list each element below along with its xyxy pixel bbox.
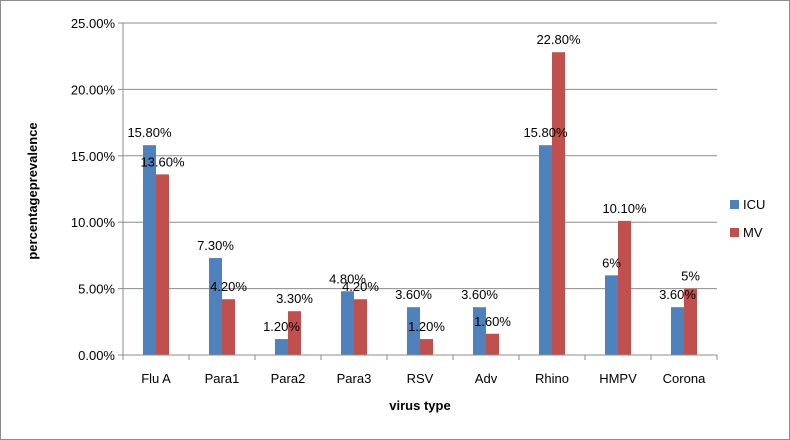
bar-mv xyxy=(156,174,169,355)
legend: ICU MV xyxy=(730,197,765,240)
bar-icu xyxy=(209,258,222,355)
data-label-icu: 6% xyxy=(602,255,621,270)
x-tick-label: Flu A xyxy=(141,371,171,386)
data-label-mv: 10.10% xyxy=(602,201,647,216)
data-label-icu: 3.60% xyxy=(659,287,696,302)
legend-swatch-mv xyxy=(730,228,739,237)
data-label-mv: 1.60% xyxy=(474,314,511,329)
legend-swatch-icu xyxy=(730,200,739,209)
legend-label-mv: MV xyxy=(743,225,763,240)
data-label-mv: 22.80% xyxy=(536,32,581,47)
bars xyxy=(143,52,697,355)
data-label-icu: 15.80% xyxy=(523,125,568,140)
axes xyxy=(118,22,718,360)
y-axis-title: percentageprevalence xyxy=(25,122,40,259)
bar-mv xyxy=(486,333,499,355)
bar-mv xyxy=(288,311,301,355)
bar-mv xyxy=(684,288,697,355)
x-tick-label: Para3 xyxy=(337,371,372,386)
data-label-icu: 3.60% xyxy=(461,287,498,302)
y-tick-label: 15.00% xyxy=(71,149,116,164)
data-label-mv: 13.60% xyxy=(140,154,185,169)
x-tick-label: Rhino xyxy=(535,371,569,386)
y-tick-label: 10.00% xyxy=(71,215,116,230)
bar-icu xyxy=(539,145,552,355)
bar-mv xyxy=(354,299,367,355)
x-tick-label: Para2 xyxy=(271,371,306,386)
bar-mv xyxy=(618,220,631,355)
x-tick-label: Para1 xyxy=(205,371,240,386)
data-label-icu: 15.80% xyxy=(127,125,172,140)
bar-icu xyxy=(671,307,684,355)
bar-mv xyxy=(552,52,565,355)
x-axis-title: virus type xyxy=(389,398,450,413)
data-label-mv: 1.20% xyxy=(408,319,445,334)
y-tick-label: 20.00% xyxy=(71,82,116,97)
data-label-mv: 4.20% xyxy=(342,279,379,294)
data-label-icu: 4.80% xyxy=(329,271,366,286)
tick-labels: 0.00% 5.00% 10.00% 15.00% 20.00% 25.00% Flu A P… xyxy=(71,16,706,386)
bar-icu xyxy=(407,307,420,355)
data-label-mv: 4.20% xyxy=(210,279,247,294)
x-tick-label: RSV xyxy=(407,371,434,386)
bar-icu xyxy=(341,291,354,355)
legend-label-icu: ICU xyxy=(743,197,765,212)
bar-mv xyxy=(222,299,235,355)
x-tick-label: Corona xyxy=(663,371,706,386)
data-label-icu: 7.30% xyxy=(197,238,234,253)
y-tick-label: 25.00% xyxy=(71,16,116,31)
bar-icu xyxy=(143,145,156,355)
data-labels: 15.80%13.60%7.30%4.20%1.20%3.30%4.80%4.2… xyxy=(127,32,700,334)
x-tick-label: Adv xyxy=(475,371,498,386)
data-label-icu: 1.20% xyxy=(263,319,300,334)
bar-icu xyxy=(275,339,288,355)
y-tick-label: 5.00% xyxy=(78,282,115,297)
bar-icu xyxy=(605,275,618,355)
bar-icu xyxy=(473,307,486,355)
data-label-mv: 3.30% xyxy=(276,291,313,306)
y-tick-label: 0.00% xyxy=(78,348,115,363)
x-tick-label: HMPV xyxy=(599,371,637,386)
bar-mv xyxy=(420,339,433,355)
data-label-mv: 5% xyxy=(681,269,700,284)
data-label-icu: 3.60% xyxy=(395,287,432,302)
